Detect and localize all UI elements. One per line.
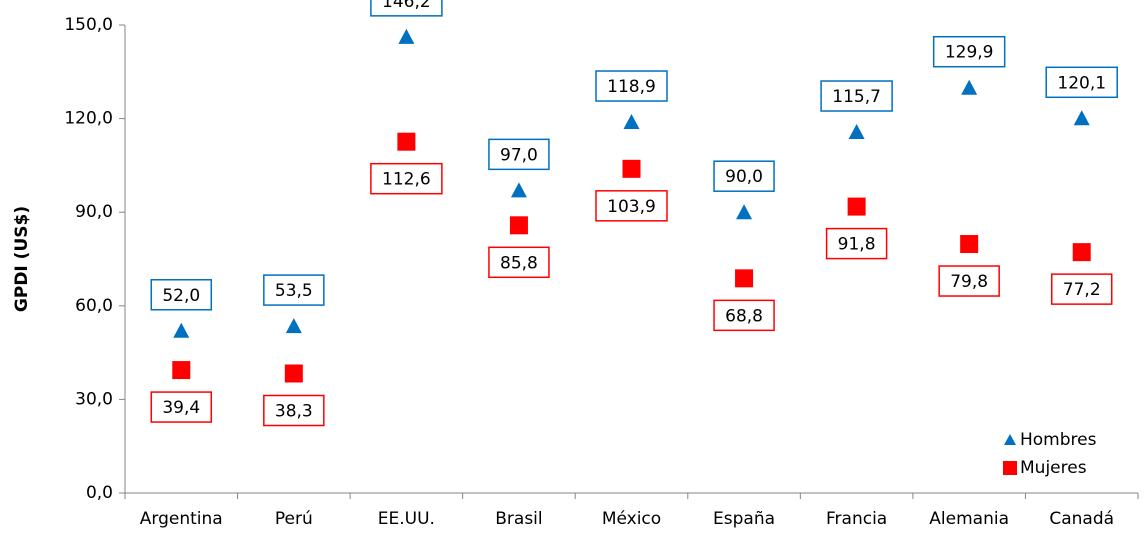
- value-label: 118,9: [607, 77, 656, 97]
- value-label: 38,3: [275, 402, 313, 422]
- triangle-marker: [1073, 110, 1090, 126]
- value-label: 39,4: [162, 398, 200, 418]
- value-label: 129,9: [945, 43, 994, 63]
- value-label-box: [595, 70, 668, 102]
- legend-label: Mujeres: [1020, 458, 1087, 478]
- value-label-box: [263, 394, 325, 427]
- value-label-box: [370, 0, 443, 17]
- y-tick-label: 60,0: [75, 296, 113, 316]
- value-label-box: [932, 35, 1006, 68]
- y-tick-label: 120,0: [64, 109, 113, 129]
- value-label-box: [825, 227, 888, 260]
- square-marker: [509, 216, 528, 235]
- triangle-marker: [173, 322, 190, 338]
- x-tick-label: Brasil: [495, 509, 542, 529]
- legend-label: Hombres: [1020, 430, 1097, 450]
- value-label: 79,8: [950, 272, 988, 292]
- x-tick-label: España: [713, 509, 775, 529]
- value-label-box: [263, 274, 325, 306]
- value-label: 90,0: [725, 167, 763, 187]
- square-marker: [1072, 243, 1091, 262]
- x-tick-label: México: [602, 509, 661, 529]
- value-label-box: [595, 190, 668, 222]
- x-tick-label: Perú: [275, 509, 313, 529]
- value-label: 91,8: [838, 235, 876, 255]
- square-marker: [960, 235, 979, 254]
- square-marker: [735, 269, 754, 288]
- value-label-box: [713, 160, 775, 192]
- triangle-marker: [623, 114, 640, 130]
- triangle-marker: [961, 79, 978, 95]
- x-tick-label: Francia: [826, 509, 887, 529]
- x-tick-label: Canadá: [1049, 509, 1114, 529]
- value-label: 97,0: [500, 145, 538, 165]
- value-label: 146,2: [382, 0, 431, 12]
- value-label: 112,6: [382, 170, 431, 190]
- x-tick-label: Argentina: [140, 509, 223, 529]
- x-tick-label: EE.UU.: [378, 509, 435, 529]
- y-tick-label: 30,0: [75, 389, 113, 409]
- value-label-box: [150, 279, 213, 311]
- value-label: 120,1: [1057, 73, 1106, 93]
- value-label: 52,0: [162, 286, 200, 306]
- value-label-box: [1045, 66, 1118, 99]
- value-label: 68,8: [725, 306, 763, 326]
- value-label: 85,8: [500, 253, 538, 273]
- legend-marker: [1003, 461, 1017, 475]
- square-marker: [284, 364, 303, 383]
- value-label-box: [150, 391, 213, 423]
- y-tick-label: 150,0: [64, 15, 113, 35]
- y-axis-label: GPDI (US$): [12, 206, 32, 312]
- square-marker: [397, 132, 416, 151]
- triangle-marker: [736, 204, 753, 220]
- triangle-marker: [398, 28, 415, 44]
- value-label: 77,2: [1063, 280, 1101, 300]
- triangle-marker: [848, 124, 865, 140]
- value-label-box: [488, 246, 550, 279]
- value-label-box: [938, 265, 1000, 297]
- value-label-box: [713, 299, 775, 332]
- value-label-box: [370, 162, 443, 195]
- y-tick-label: 90,0: [75, 202, 113, 222]
- square-marker: [847, 197, 866, 216]
- legend-marker: [1004, 434, 1016, 445]
- value-label-box: [1050, 273, 1113, 305]
- y-tick-label: 0,0: [86, 483, 113, 503]
- square-marker: [622, 159, 641, 178]
- square-marker: [172, 361, 191, 380]
- value-label: 115,7: [832, 87, 881, 107]
- value-label-box: [820, 80, 893, 112]
- x-tick-label: Alemania: [929, 509, 1009, 529]
- triangle-marker: [285, 318, 302, 334]
- value-label: 103,9: [607, 197, 656, 217]
- triangle-marker: [510, 182, 527, 198]
- value-label-box: [488, 138, 550, 171]
- value-label: 53,5: [275, 281, 313, 301]
